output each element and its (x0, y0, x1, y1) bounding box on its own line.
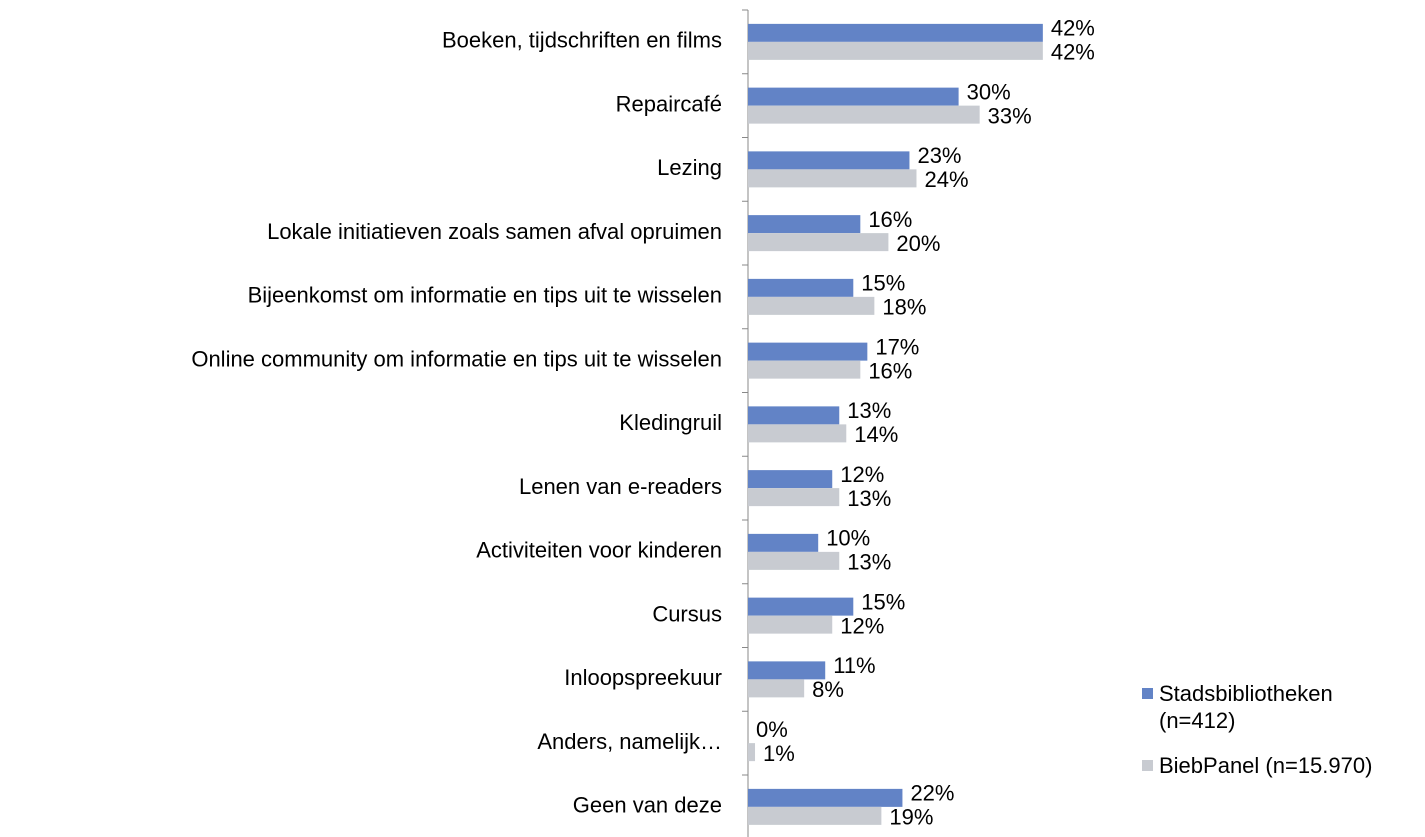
legend-swatch (1142, 760, 1153, 771)
legend-swatch (1142, 688, 1153, 699)
category-label: Lezing (657, 155, 722, 180)
bar (748, 105, 980, 124)
legend-item: BiebPanel (n=15.970) (1142, 752, 1425, 779)
bar (748, 151, 910, 170)
category-label: Anders, namelijk… (537, 729, 722, 754)
data-label: 42% (1051, 16, 1095, 41)
bar (748, 169, 917, 188)
bar (748, 41, 1043, 60)
data-label: 19% (889, 805, 933, 830)
data-label: 42% (1051, 40, 1095, 65)
bar (748, 23, 1043, 42)
category-label: Online community om informatie en tips u… (191, 346, 722, 371)
legend-item: Stadsbibliotheken (n=412) (1142, 680, 1352, 734)
data-label: 1% (763, 741, 795, 766)
data-label: 23% (917, 143, 961, 168)
data-label: 16% (868, 207, 912, 232)
bar (748, 661, 826, 680)
category-label: Activiteiten voor kinderen (476, 538, 722, 563)
data-label: 15% (861, 589, 905, 614)
bar (748, 679, 805, 698)
data-label: 11% (833, 653, 875, 678)
bar (748, 406, 840, 425)
data-label: 16% (868, 358, 912, 383)
bar (748, 533, 819, 552)
bar (748, 360, 861, 379)
bar (748, 296, 875, 315)
category-label: Lokale initiatieven zoals samen afval op… (267, 219, 722, 244)
data-label: 13% (847, 486, 891, 511)
bar (748, 215, 861, 234)
category-label: Bijeenkomst om informatie en tips uit te… (248, 283, 722, 308)
bar (748, 788, 903, 807)
data-label: 17% (875, 334, 919, 359)
bar (748, 424, 847, 443)
category-label: Kledingruil (619, 410, 722, 435)
data-label: 10% (826, 526, 870, 551)
bar (748, 615, 833, 634)
bar (748, 233, 889, 252)
data-label: 22% (910, 781, 954, 806)
category-label: Lenen van e-readers (519, 474, 722, 499)
bar (748, 488, 840, 507)
category-label: Repaircafé (616, 91, 722, 116)
data-label: 0% (756, 717, 788, 742)
bar (748, 551, 840, 570)
data-label: 13% (847, 550, 891, 575)
legend-label: Stadsbibliotheken (n=412) (1159, 681, 1333, 733)
legend-label: BiebPanel (n=15.970) (1159, 753, 1373, 778)
data-label: 24% (924, 167, 968, 192)
bar (748, 806, 882, 825)
data-label: 12% (840, 462, 884, 487)
bar (748, 470, 833, 489)
data-label: 20% (896, 231, 940, 256)
bar (748, 87, 959, 106)
bar (748, 597, 854, 616)
data-label: 12% (840, 613, 884, 638)
bar (748, 342, 868, 361)
category-label: Geen van deze (573, 793, 722, 818)
bar (748, 743, 756, 762)
data-label: 18% (882, 295, 926, 320)
data-label: 8% (812, 677, 844, 702)
data-label: 14% (854, 422, 898, 447)
data-label: 30% (967, 79, 1011, 104)
data-label: 33% (988, 103, 1032, 128)
bar (748, 278, 854, 297)
data-label: 15% (861, 271, 905, 296)
category-label: Cursus (652, 601, 722, 626)
category-label: Boeken, tijdschriften en films (442, 28, 722, 53)
data-label: 13% (847, 398, 891, 423)
category-label: Inloopspreekuur (564, 665, 722, 690)
